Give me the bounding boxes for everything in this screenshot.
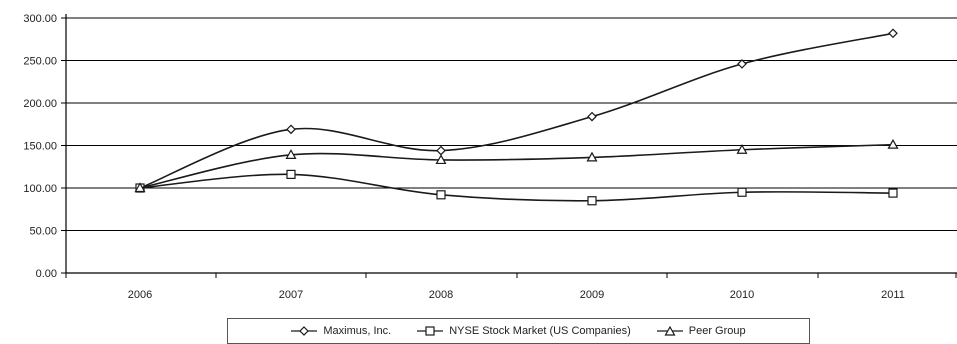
series-line [139,32,894,189]
legend-item-peer-group: Peer Group [656,325,746,337]
series-0 [135,28,898,193]
y-tick-label: 100.00 [23,183,57,195]
data-point-diamond [737,59,747,69]
data-point-triangle [586,151,598,162]
data-point-square [587,196,597,206]
x-tick-labels: 2006 2007 2008 2009 2010 2011 [128,289,905,301]
y-tick-label: 50.00 [29,226,57,238]
data-point-square [436,190,446,200]
data-point-triangle [435,154,447,165]
data-point-square [737,187,747,197]
data-point-triangle [736,144,748,154]
series-line [139,173,894,202]
legend: Maximus, Inc. NYSE Stock Market (US Comp… [227,318,810,344]
y-tick-label: 150.00 [23,141,57,153]
x-tick-label: 2008 [429,289,453,301]
series-line [139,143,894,189]
data-point-diamond [587,111,597,122]
data-point-triangle [134,182,146,193]
y-tick-label: 300.00 [23,13,57,25]
x-tick-label: 2006 [128,289,152,301]
y-tick-label: 0.00 [36,268,57,280]
legend-label: Peer Group [688,325,746,337]
series-1 [135,169,898,206]
axes [61,14,957,278]
gridlines [66,17,957,232]
data-point-triangle [887,138,899,149]
y-tick-label: 200.00 [23,98,57,110]
data-point-square [888,188,898,198]
series-2 [134,138,899,193]
data-point-diamond [888,28,898,39]
data-point-triangle [285,149,297,159]
data-point-square [286,169,296,179]
legend-label: Maximus, Inc. [323,325,392,337]
data-point-diamond [436,145,446,156]
data-point-diamond [286,124,296,135]
legend-item-nyse: NYSE Stock Market (US Companies) [417,325,631,337]
diamond-marker-icon [291,326,318,336]
legend-label: NYSE Stock Market (US Companies) [449,325,631,337]
series-lines [134,28,899,206]
y-tick-labels: 0.00 50.00 100.00 150.00 200.00 250.00 300.00 [23,13,57,280]
x-tick-label: 2011 [881,289,905,301]
x-tick-label: 2009 [580,289,604,301]
legend-item-maximus: Maximus, Inc. [291,325,391,337]
triangle-marker-icon [656,326,683,336]
y-tick-label: 250.00 [23,56,57,68]
x-tick-label: 2010 [730,289,754,301]
x-tick-label: 2007 [279,289,303,301]
square-marker-icon [417,326,444,336]
